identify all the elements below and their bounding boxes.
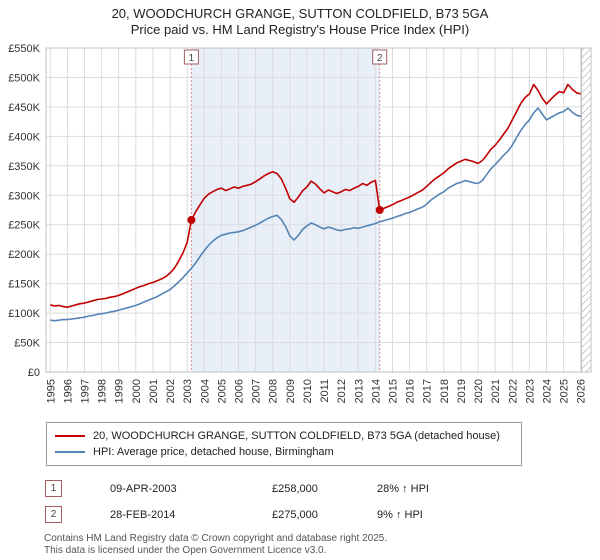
svg-text:2001: 2001 xyxy=(148,379,160,403)
svg-text:£50K: £50K xyxy=(14,338,40,350)
svg-text:2022: 2022 xyxy=(507,379,519,403)
svg-text:2012: 2012 xyxy=(336,379,348,403)
svg-text:2020: 2020 xyxy=(473,379,485,403)
svg-text:£250K: £250K xyxy=(8,220,40,232)
legend-label-hpi: HPI: Average price, detached house, Birm… xyxy=(93,446,334,458)
legend-label-property: 20, WOODCHURCH GRANGE, SUTTON COLDFIELD,… xyxy=(93,430,500,442)
svg-text:2015: 2015 xyxy=(388,379,400,403)
sale-annotations: 1 09-APR-2003 £258,000 28% ↑ HPI 2 28-FE… xyxy=(0,480,600,523)
svg-text:2023: 2023 xyxy=(524,379,536,403)
svg-text:2013: 2013 xyxy=(353,379,365,403)
sale-2-hpi-change: 9% ↑ HPI xyxy=(377,508,423,521)
svg-text:2: 2 xyxy=(377,53,383,64)
price-plot: 1 2 £0 £50K £100K £150K £200K £250K £300K £350K £4… xyxy=(8,43,592,403)
sale-row-1: 1 09-APR-2003 £258,000 28% ↑ HPI xyxy=(45,480,600,497)
legend-item-property: 20, WOODCHURCH GRANGE, SUTTON COLDFIELD,… xyxy=(55,428,513,444)
red-line-swatch xyxy=(55,435,85,437)
svg-text:2006: 2006 xyxy=(234,379,246,403)
copyright-line-2: This data is licensed under the Open Gov… xyxy=(44,545,327,556)
svg-text:2005: 2005 xyxy=(216,379,228,403)
sale-1-price: £258,000 xyxy=(272,482,318,495)
svg-text:2011: 2011 xyxy=(319,379,331,403)
svg-text:2021: 2021 xyxy=(490,379,502,403)
svg-text:2019: 2019 xyxy=(456,379,468,403)
page-subtitle: Price paid vs. HM Land Registry's House … xyxy=(130,22,470,37)
svg-text:£500K: £500K xyxy=(8,73,40,85)
sale-2-number-badge: 2 xyxy=(45,506,62,523)
svg-text:2003: 2003 xyxy=(182,379,194,403)
svg-text:1999: 1999 xyxy=(114,379,126,403)
chart-legend: 20, WOODCHURCH GRANGE, SUTTON COLDFIELD,… xyxy=(46,422,522,466)
svg-text:2026: 2026 xyxy=(576,379,588,403)
svg-text:1995: 1995 xyxy=(45,379,57,403)
svg-text:2010: 2010 xyxy=(302,379,314,403)
svg-text:£150K: £150K xyxy=(8,279,40,291)
svg-text:1998: 1998 xyxy=(97,379,109,403)
sale-1-hpi-change: 28% ↑ HPI xyxy=(377,482,429,495)
svg-text:2004: 2004 xyxy=(199,379,211,403)
blue-line-swatch xyxy=(55,451,85,453)
copyright-footer: Contains HM Land Registry data © Crown c… xyxy=(44,533,600,557)
svg-text:£550K: £550K xyxy=(8,43,40,55)
sale-1-number-badge: 1 xyxy=(45,480,62,497)
svg-text:2009: 2009 xyxy=(285,379,297,403)
svg-text:2002: 2002 xyxy=(165,379,177,403)
svg-text:£450K: £450K xyxy=(8,102,40,114)
svg-text:2000: 2000 xyxy=(131,379,143,403)
svg-text:£300K: £300K xyxy=(8,190,40,202)
svg-text:2008: 2008 xyxy=(268,379,280,403)
svg-text:2025: 2025 xyxy=(559,379,571,403)
title-block: 20, WOODCHURCH GRANGE, SUTTON COLDFIELD,… xyxy=(0,0,600,38)
copyright-line-1: Contains HM Land Registry data © Crown c… xyxy=(44,533,388,544)
svg-text:1996: 1996 xyxy=(62,379,74,403)
svg-text:2016: 2016 xyxy=(405,379,417,403)
svg-text:£100K: £100K xyxy=(8,308,40,320)
svg-text:1: 1 xyxy=(189,53,195,64)
svg-text:1997: 1997 xyxy=(80,379,92,403)
sale-2-date: 28-FEB-2014 xyxy=(110,508,176,521)
svg-text:£0: £0 xyxy=(28,367,40,379)
page-title: 20, WOODCHURCH GRANGE, SUTTON COLDFIELD,… xyxy=(111,6,489,21)
svg-text:£350K: £350K xyxy=(8,161,40,173)
svg-text:2024: 2024 xyxy=(542,379,554,403)
svg-text:2018: 2018 xyxy=(439,379,451,403)
legend-item-hpi: HPI: Average price, detached house, Birm… xyxy=(55,444,513,460)
svg-text:2014: 2014 xyxy=(370,379,382,403)
svg-text:2007: 2007 xyxy=(251,379,263,403)
sale-row-2: 2 28-FEB-2014 £275,000 9% ↑ HPI xyxy=(45,506,600,523)
svg-text:£200K: £200K xyxy=(8,249,40,261)
sale-2-price: £275,000 xyxy=(272,508,318,521)
svg-text:£400K: £400K xyxy=(8,131,40,143)
svg-text:2017: 2017 xyxy=(422,379,434,403)
sale-1-date: 09-APR-2003 xyxy=(110,482,177,495)
